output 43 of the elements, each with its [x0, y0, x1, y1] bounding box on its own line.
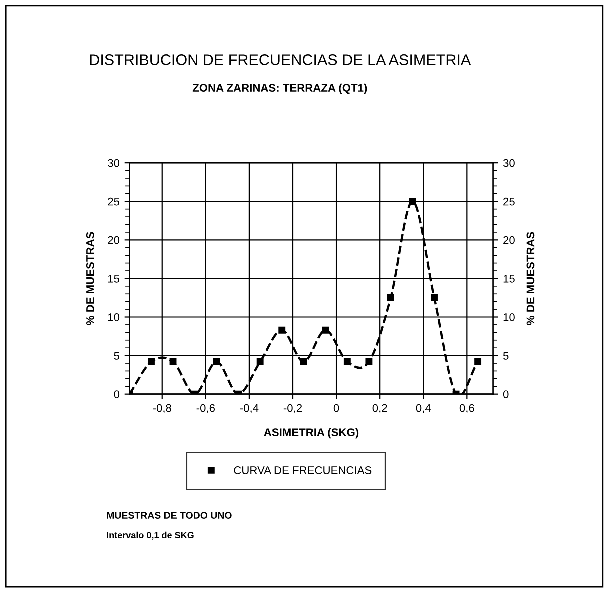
y2-tick-label: 25 — [504, 198, 515, 206]
y2-axis-title: % DE MUESTRAS — [526, 232, 535, 326]
y2-tick-label: 0 — [503, 390, 509, 398]
y2-tick-label: 15 — [504, 275, 515, 283]
point — [387, 294, 394, 302]
y-tick-label: 0 — [114, 390, 120, 398]
y-tick-label: 25 — [108, 198, 120, 206]
point — [474, 358, 482, 366]
x-axis-title: ASIMETRIA (SKG) — [264, 428, 359, 439]
y-tick-label: 20 — [108, 236, 120, 244]
x-tick-label: -0,8 — [153, 404, 172, 414]
point — [409, 198, 416, 206]
x-tick-label: -0,6 — [196, 404, 215, 414]
y2-tick-label: 10 — [504, 314, 515, 322]
y-axis-title: % DE MUESTRAS — [86, 232, 94, 326]
point — [256, 358, 264, 366]
text: Intervalo 0,1 de SKG — [107, 532, 194, 540]
point — [366, 358, 373, 366]
point — [344, 358, 351, 366]
legend-label: CURVA DE FRECUENCIAS — [234, 466, 372, 474]
x-tick-label: 0 — [334, 404, 340, 412]
point — [170, 358, 177, 366]
text: MUESTRAS DE TODO UNO — [107, 512, 232, 519]
point — [322, 326, 330, 334]
y-tick-label: 30 — [108, 159, 120, 168]
y2-tick-label: 30 — [503, 159, 515, 168]
x-tick-label: 0,6 — [460, 404, 474, 414]
x-tick-label: 0,4 — [416, 404, 432, 414]
x-tick-label: -0,4 — [240, 404, 259, 414]
point — [300, 358, 308, 366]
x-tick-label: -0,2 — [284, 404, 302, 414]
y-tick-label: 5 — [114, 352, 120, 360]
point — [278, 326, 286, 334]
point — [431, 294, 438, 302]
y2-tick-label: 20 — [504, 236, 515, 244]
chart-title: DISTRIBUCION DE FRECUENCIAS DE LA ASIMETRIA — [90, 54, 472, 66]
y-tick-label: 15 — [108, 275, 120, 283]
chart-subtitle: ZONA ZARINAS: TERRAZA (QT1) — [192, 84, 368, 94]
x-tick-label: 0,2 — [372, 404, 388, 414]
point — [213, 358, 220, 366]
y2-tick-label: 5 — [503, 352, 509, 360]
y-tick-label: 10 — [108, 314, 120, 322]
point — [148, 358, 155, 366]
